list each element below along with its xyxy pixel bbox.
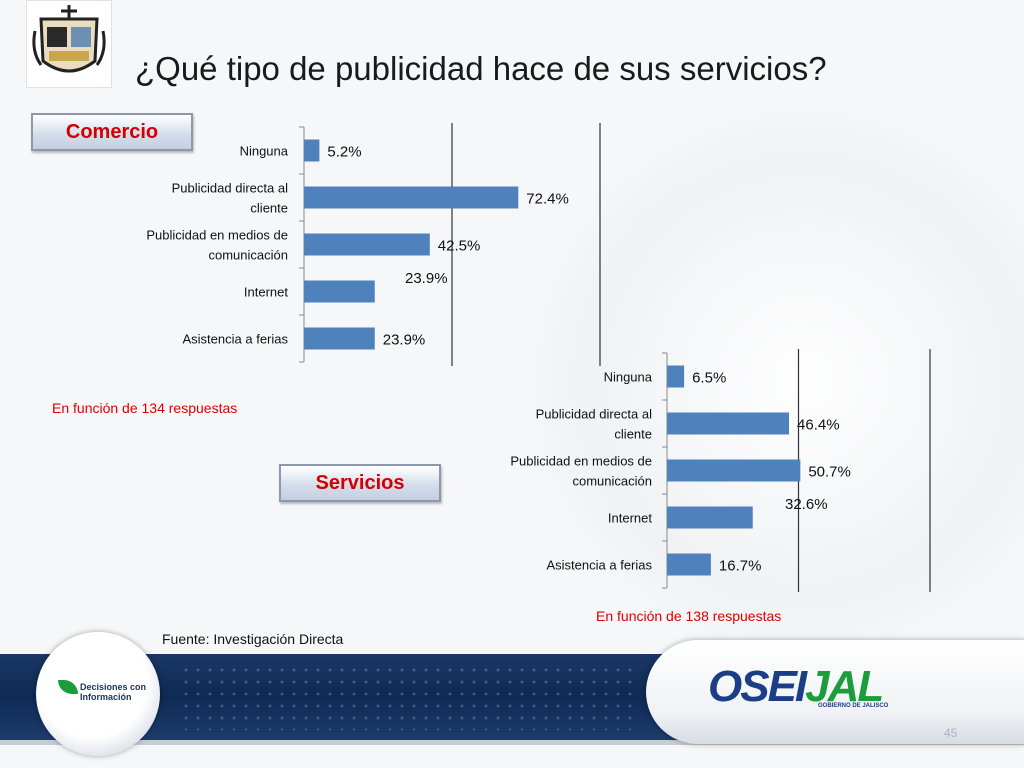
bar (667, 459, 801, 482)
data-label: 6.5% (692, 370, 726, 387)
category-label: Internet (608, 511, 652, 526)
comercio-label: Comercio (31, 113, 193, 151)
data-label: 32.6% (785, 496, 828, 513)
page-title: ¿Qué tipo de publicidad hace de sus serv… (135, 50, 827, 87)
background-glow (524, 100, 1024, 660)
category-label: Ninguna (240, 144, 289, 159)
comercio-chart: Ninguna 5.2% Publicidad directa al cliente 7… (146, 123, 601, 366)
servicios-chart: Ninguna 6.5% Publicidad directa al cliente 4… (510, 349, 931, 592)
crest-logo (26, 0, 112, 88)
category-label: Publicidad directa al cliente (536, 407, 652, 442)
category-label: Publicidad en medios de comunicación (510, 454, 652, 489)
data-label: 72.4% (526, 191, 569, 208)
bar (667, 412, 790, 435)
bar (304, 327, 375, 350)
seijal-logo-sub: GOBIERNO DE JALISCO (818, 703, 889, 709)
seijal-logo-main: OSEI (708, 662, 807, 711)
data-label: 16.7% (719, 558, 762, 575)
comercio-note: En función de 134 respuestas (52, 400, 238, 416)
bar (304, 233, 430, 256)
bar (304, 280, 375, 303)
category-label: Asistencia a ferias (183, 332, 289, 347)
bar (304, 139, 320, 162)
decisiones-logo-text: Decisiones con Información (80, 682, 147, 702)
bar (667, 365, 685, 388)
page-number: 45 (944, 726, 958, 740)
crest-icon (32, 5, 106, 73)
category-label: Publicidad en medios de comunicación (146, 228, 288, 263)
data-label: 42.5% (438, 238, 481, 255)
category-label: Internet (244, 285, 288, 300)
bar (304, 186, 519, 209)
bar (667, 506, 753, 529)
servicios-label: Servicios (279, 464, 441, 502)
seijal-logo: OSEIJAL (708, 662, 884, 712)
decisiones-logo-badge (36, 632, 160, 756)
leaf-icon (58, 680, 78, 694)
data-label: 5.2% (327, 144, 361, 161)
footer-pattern (180, 664, 640, 730)
source-note: Fuente: Investigación Directa (162, 631, 344, 647)
category-label: Publicidad directa al cliente (172, 181, 288, 216)
footer-line (0, 740, 1024, 745)
data-label: 23.9% (383, 332, 426, 349)
seijal-logo-badge (646, 640, 1024, 744)
data-label: 46.4% (797, 417, 840, 434)
data-label: 50.7% (808, 464, 851, 481)
category-label: Asistencia a ferias (547, 558, 653, 573)
category-label: Ninguna (604, 370, 653, 385)
data-label: 23.9% (405, 270, 448, 287)
bar (667, 553, 711, 576)
servicios-note: En función de 138 respuestas (596, 608, 782, 624)
seijal-logo-accent: JAL (805, 662, 884, 711)
